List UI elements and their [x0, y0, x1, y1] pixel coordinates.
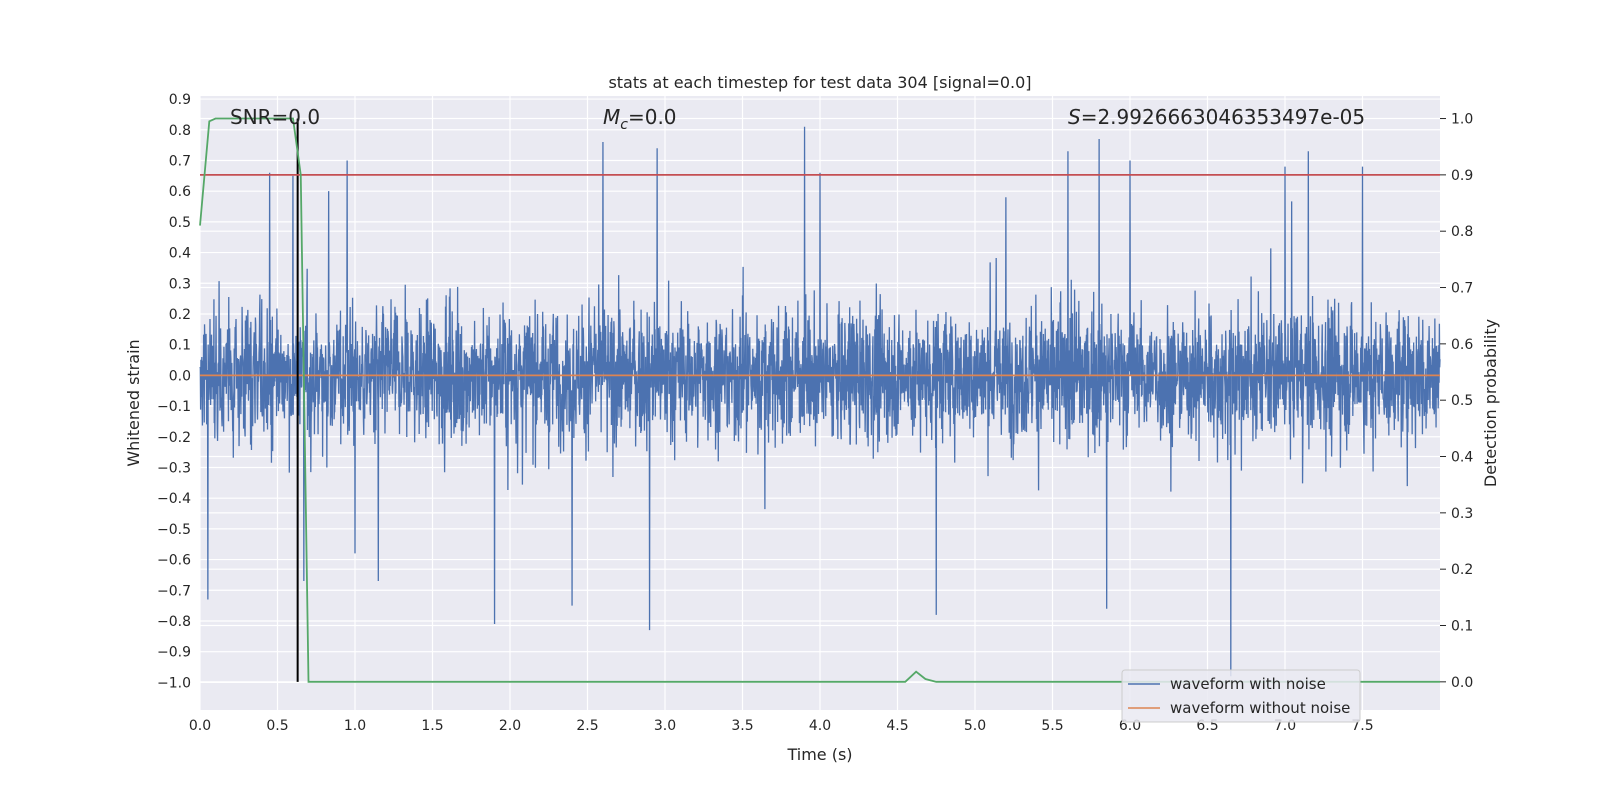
y-tick-label: −0.2: [157, 430, 191, 446]
y-axis-label: Whitened strain: [124, 339, 143, 466]
y2-tick-label: 0.2: [1451, 562, 1473, 578]
s-statistic-annotation: S=2.9926663046353497e-05: [1068, 105, 1365, 129]
y-tick-label: −0.8: [157, 614, 191, 630]
legend-label-clean: waveform without noise: [1170, 699, 1350, 717]
chart-title: stats at each timestep for test data 304…: [608, 73, 1031, 92]
y-tick-label: 0.9: [169, 92, 191, 108]
y2-tick-label: 0.1: [1451, 619, 1473, 635]
x-tick-label: 4.5: [886, 718, 908, 734]
x-axis-label: Time (s): [786, 745, 852, 764]
legend-label-noise: waveform with noise: [1170, 675, 1326, 693]
y2-tick-label: 0.4: [1451, 450, 1473, 466]
y2-tick-label: 0.7: [1451, 281, 1473, 297]
x-tick-label: 3.0: [654, 718, 676, 734]
mc-subscript: c: [620, 117, 628, 133]
y-tick-label: −0.9: [157, 645, 191, 661]
chirp-mass-annotation: Mc=0.0: [603, 105, 677, 133]
x-tick-label: 0.0: [189, 718, 211, 734]
mc-value: =0.0: [628, 105, 677, 129]
y-tick-label: 0.3: [169, 276, 191, 292]
y2-tick-label: 0.9: [1451, 168, 1473, 184]
y-tick-label: 0.8: [169, 123, 191, 139]
y-tick-label: 0.0: [169, 368, 191, 384]
x-tick-label: 3.5: [731, 718, 753, 734]
legend: waveform with noise waveform without noi…: [1121, 669, 1361, 723]
x-tick-label: 5.5: [1041, 718, 1063, 734]
y-tick-label: −0.1: [157, 399, 191, 415]
s-value: =2.9926663046353497e-05: [1081, 105, 1365, 129]
y2-tick-label: 1.0: [1451, 112, 1473, 128]
x-tick-label: 2.5: [576, 718, 598, 734]
series-detection-probability: [199, 117, 1440, 683]
y-tick-label: 0.4: [169, 246, 191, 262]
legend-box: [1121, 669, 1361, 723]
mc-symbol: M: [603, 105, 620, 129]
y2-tick-label: 0.0: [1451, 675, 1473, 691]
series-layer: [199, 117, 1441, 683]
x-tick-label: 1.0: [344, 718, 366, 734]
y-tick-label: −0.4: [157, 491, 191, 507]
y-tick-label: −0.7: [157, 583, 191, 599]
y-tick-label: 0.7: [169, 153, 191, 169]
x-tick-label: 5.0: [964, 718, 986, 734]
y-tick-labels: 0.9 0.8 0.7 0.6 0.5 0.4 0.3 0.2 0.1 0.0 −0.1 −0.2 −0…: [157, 92, 191, 691]
y-tick-label: −0.5: [157, 522, 191, 538]
y-tick-label: −1.0: [157, 675, 191, 691]
y2-tick-label: 0.6: [1451, 337, 1473, 353]
y2-tick-label: 0.3: [1451, 506, 1473, 522]
series-waveform-with-noise: [199, 126, 1441, 677]
y2-tick-label: 0.5: [1451, 393, 1473, 409]
y2-axis-label: Detection probability: [1481, 319, 1500, 487]
x-tick-label: 0.5: [266, 718, 288, 734]
y2-tick-labels: 1.0 0.9 0.8 0.7 0.6 0.5 0.4 0.3 0.2 0.1 0.0: [1440, 112, 1473, 691]
y-tick-label: 0.2: [169, 307, 191, 323]
x-tick-label: 2.0: [499, 718, 521, 734]
s-symbol: S: [1068, 105, 1081, 129]
snr-annotation: SNR=0.0: [230, 105, 320, 129]
y2-tick-label: 0.8: [1451, 224, 1473, 240]
x-tick-label: 4.0: [809, 718, 831, 734]
x-tick-label: 1.5: [421, 718, 443, 734]
y-tick-label: −0.6: [157, 553, 191, 569]
y-tick-label: 0.6: [169, 184, 191, 200]
y-tick-label: 0.1: [169, 338, 191, 354]
y-tick-label: 0.5: [169, 215, 191, 231]
y-tick-label: −0.3: [157, 460, 191, 476]
